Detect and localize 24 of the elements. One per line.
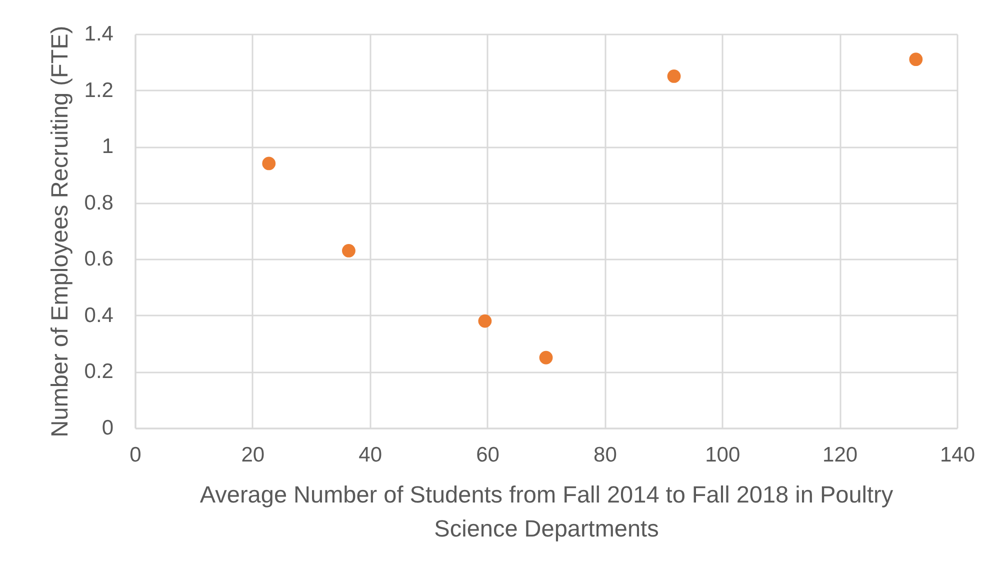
y-tick-label: 0.2 [84,360,114,384]
y-axis-title: Number of Employees Recruiting (FTE) [46,26,72,438]
x-tick-label: 100 [705,444,740,466]
point [539,350,553,364]
x-tick-label: 140 [940,444,976,466]
point [262,156,276,170]
point [342,244,356,258]
y-tick-label: 0 [102,416,114,440]
point [667,70,681,83]
x-tick-label: 0 [130,444,142,466]
x-tick-label: 80 [594,444,617,466]
x-axis-title: Average Number of Students from Fall 2014 to Fall 2018 in Poultry Science Departments [200,482,894,542]
x-tick-label: 20 [241,444,265,466]
x-tick-label: 40 [358,444,382,466]
x-tick-label: 60 [476,444,500,466]
x-tick-label: 120 [822,444,858,466]
y-tick-label: 1.4 [84,22,114,46]
y-tick-label: 1 [102,135,114,158]
point [478,314,492,328]
y-tick-label: 1.2 [84,78,114,102]
y-tick-label: 0.4 [84,304,114,327]
y-tick-label: 0.8 [84,191,114,214]
point [909,52,923,66]
y-tick-label: 0.6 [84,248,114,271]
